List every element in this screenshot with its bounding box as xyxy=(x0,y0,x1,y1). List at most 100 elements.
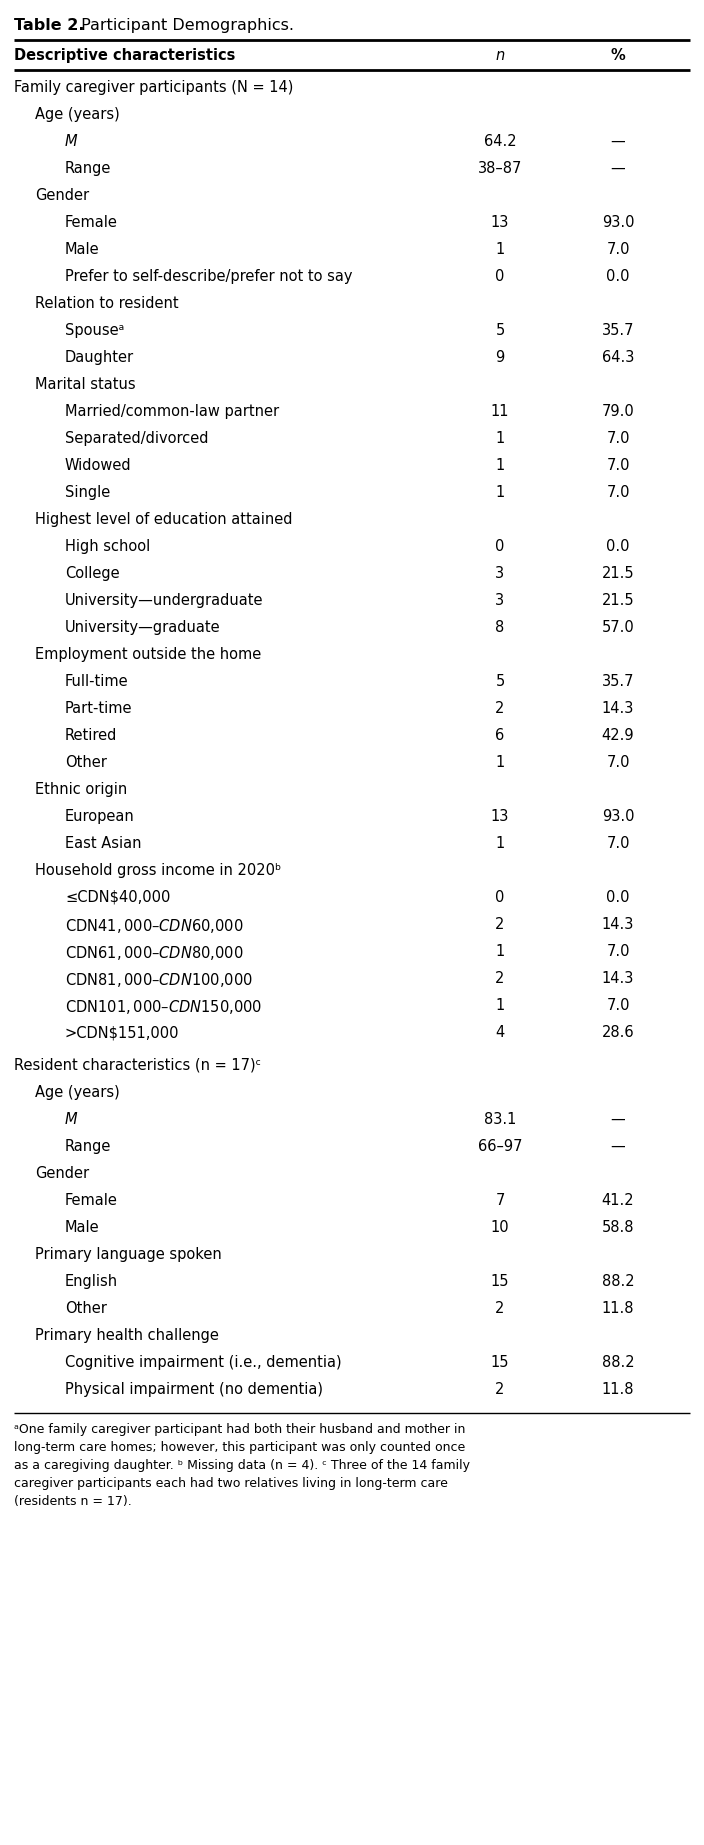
Text: 3: 3 xyxy=(496,592,505,609)
Text: —: — xyxy=(610,161,625,175)
Text: as a caregiving daughter. ᵇ Missing data (n = 4). ᶜ Three of the 14 family: as a caregiving daughter. ᵇ Missing data… xyxy=(14,1459,470,1472)
Text: 79.0: 79.0 xyxy=(602,404,634,419)
Text: n: n xyxy=(496,48,505,63)
Text: 93.0: 93.0 xyxy=(602,216,634,231)
Text: East Asian: East Asian xyxy=(65,836,142,851)
Text: 7: 7 xyxy=(496,1194,505,1208)
Text: 41.2: 41.2 xyxy=(602,1194,634,1208)
Text: Daughter: Daughter xyxy=(65,351,134,365)
Text: Male: Male xyxy=(65,242,100,256)
Text: Age (years): Age (years) xyxy=(35,107,120,122)
Text: 38–87: 38–87 xyxy=(478,161,522,175)
Text: University—undergraduate: University—undergraduate xyxy=(65,592,263,609)
Text: 2: 2 xyxy=(496,917,505,932)
Text: 5: 5 xyxy=(496,673,505,688)
Text: Household gross income in 2020ᵇ: Household gross income in 2020ᵇ xyxy=(35,863,282,878)
Text: Gender: Gender xyxy=(35,188,89,203)
Text: 6: 6 xyxy=(496,729,505,744)
Text: (residents n = 17).: (residents n = 17). xyxy=(14,1494,132,1507)
Text: 88.2: 88.2 xyxy=(602,1354,634,1371)
Text: Employment outside the home: Employment outside the home xyxy=(35,648,261,662)
Text: %: % xyxy=(610,48,625,63)
Text: 1: 1 xyxy=(496,836,505,851)
Text: 21.5: 21.5 xyxy=(602,566,634,581)
Text: Table 2.: Table 2. xyxy=(14,18,84,33)
Text: —: — xyxy=(610,135,625,149)
Text: 2: 2 xyxy=(496,701,505,716)
Text: Widowed: Widowed xyxy=(65,458,132,472)
Text: 8: 8 xyxy=(496,620,505,635)
Text: Highest level of education attained: Highest level of education attained xyxy=(35,513,292,528)
Text: 7.0: 7.0 xyxy=(606,485,630,500)
Text: 0.0: 0.0 xyxy=(606,269,630,284)
Text: 5: 5 xyxy=(496,323,505,338)
Text: Male: Male xyxy=(65,1220,100,1234)
Text: Other: Other xyxy=(65,1301,107,1315)
Text: —: — xyxy=(610,1138,625,1153)
Text: Cognitive impairment (i.e., dementia): Cognitive impairment (i.e., dementia) xyxy=(65,1354,341,1371)
Text: Part-time: Part-time xyxy=(65,701,132,716)
Text: 13: 13 xyxy=(491,808,509,825)
Text: College: College xyxy=(65,566,120,581)
Text: 58.8: 58.8 xyxy=(602,1220,634,1234)
Text: 1: 1 xyxy=(496,485,505,500)
Text: CDN$61,000–CDN$80,000: CDN$61,000–CDN$80,000 xyxy=(65,945,244,961)
Text: CDN$81,000–CDN$100,000: CDN$81,000–CDN$100,000 xyxy=(65,970,253,989)
Text: Resident characteristics (n = 17)ᶜ: Resident characteristics (n = 17)ᶜ xyxy=(14,1057,261,1074)
Text: 13: 13 xyxy=(491,216,509,231)
Text: Spouseᵃ: Spouseᵃ xyxy=(65,323,124,338)
Text: M: M xyxy=(65,1113,77,1127)
Text: 57.0: 57.0 xyxy=(602,620,634,635)
Text: 2: 2 xyxy=(496,1382,505,1397)
Text: Primary language spoken: Primary language spoken xyxy=(35,1247,222,1262)
Text: 1: 1 xyxy=(496,998,505,1013)
Text: 28.6: 28.6 xyxy=(602,1026,634,1041)
Text: Marital status: Marital status xyxy=(35,376,136,391)
Text: 2: 2 xyxy=(496,970,505,985)
Text: 7.0: 7.0 xyxy=(606,945,630,959)
Text: 0: 0 xyxy=(496,889,505,906)
Text: Separated/divorced: Separated/divorced xyxy=(65,432,208,446)
Text: English: English xyxy=(65,1275,118,1290)
Text: 2: 2 xyxy=(496,1301,505,1315)
Text: Family caregiver participants (N = 14): Family caregiver participants (N = 14) xyxy=(14,79,294,94)
Text: 7.0: 7.0 xyxy=(606,755,630,769)
Text: 35.7: 35.7 xyxy=(602,323,634,338)
Text: High school: High school xyxy=(65,539,150,554)
Text: Prefer to self-describe/prefer not to say: Prefer to self-describe/prefer not to sa… xyxy=(65,269,353,284)
Text: Married/common-law partner: Married/common-law partner xyxy=(65,404,279,419)
Text: 15: 15 xyxy=(491,1275,509,1290)
Text: Female: Female xyxy=(65,1194,118,1208)
Text: 1: 1 xyxy=(496,755,505,769)
Text: 66–97: 66–97 xyxy=(478,1138,522,1153)
Text: 7.0: 7.0 xyxy=(606,458,630,472)
Text: 1: 1 xyxy=(496,945,505,959)
Text: caregiver participants each had two relatives living in long-term care: caregiver participants each had two rela… xyxy=(14,1478,448,1491)
Text: 7.0: 7.0 xyxy=(606,242,630,256)
Text: 0: 0 xyxy=(496,539,505,554)
Text: 1: 1 xyxy=(496,432,505,446)
Text: 1: 1 xyxy=(496,458,505,472)
Text: Female: Female xyxy=(65,216,118,231)
Text: 88.2: 88.2 xyxy=(602,1275,634,1290)
Text: 10: 10 xyxy=(491,1220,509,1234)
Text: 42.9: 42.9 xyxy=(602,729,634,744)
Text: 0.0: 0.0 xyxy=(606,539,630,554)
Text: ≤CDN$40,000: ≤CDN$40,000 xyxy=(65,889,170,906)
Text: 7.0: 7.0 xyxy=(606,836,630,851)
Text: CDN$41,000–CDN$60,000: CDN$41,000–CDN$60,000 xyxy=(65,917,244,935)
Text: 83.1: 83.1 xyxy=(484,1113,516,1127)
Text: University—graduate: University—graduate xyxy=(65,620,220,635)
Text: Relation to resident: Relation to resident xyxy=(35,295,179,312)
Text: Primary health challenge: Primary health challenge xyxy=(35,1328,219,1343)
Text: Other: Other xyxy=(65,755,107,769)
Text: Descriptive characteristics: Descriptive characteristics xyxy=(14,48,235,63)
Text: ᵃOne family caregiver participant had both their husband and mother in: ᵃOne family caregiver participant had bo… xyxy=(14,1422,465,1435)
Text: 3: 3 xyxy=(496,566,505,581)
Text: >CDN$151,000: >CDN$151,000 xyxy=(65,1026,180,1041)
Text: 14.3: 14.3 xyxy=(602,970,634,985)
Text: long-term care homes; however, this participant was only counted once: long-term care homes; however, this part… xyxy=(14,1441,465,1454)
Text: 64.2: 64.2 xyxy=(484,135,516,149)
Text: 7.0: 7.0 xyxy=(606,432,630,446)
Text: 15: 15 xyxy=(491,1354,509,1371)
